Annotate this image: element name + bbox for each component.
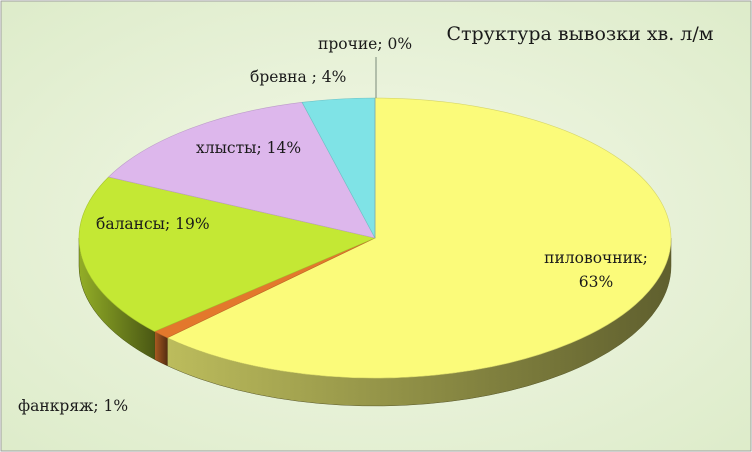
label-balansy: балансы; 19% xyxy=(96,215,210,233)
slice-pilovochnik xyxy=(166,97,672,379)
label-prochie: прочие; 0% xyxy=(318,35,412,53)
slice-balansy xyxy=(78,176,376,332)
label-brevna: бревна ; 4% xyxy=(250,68,346,86)
pie-slices xyxy=(78,97,672,379)
label-khlysty: хлысты; 14% xyxy=(196,139,301,157)
label-pilovochnik: пиловочник; xyxy=(544,249,648,267)
label-fankryazh: фанкряж; 1% xyxy=(18,397,128,415)
slice-khlysty xyxy=(107,101,376,239)
chart-title: Структура вывозки хв. л/м xyxy=(446,23,713,45)
label-pilovochnik-pct: 63% xyxy=(579,273,613,291)
